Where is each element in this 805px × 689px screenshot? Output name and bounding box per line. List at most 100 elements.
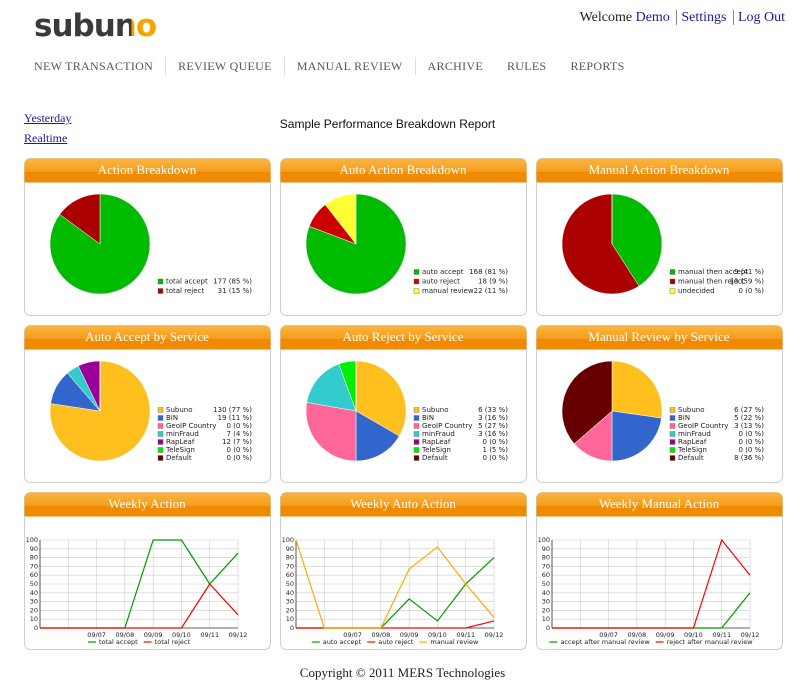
panel-header [280,339,527,350]
legend-value: 0 (0 %) [483,438,509,446]
legend-value: 5 (22 %) [734,414,764,422]
legend-value: 13 (59 %) [730,278,765,286]
settings-link[interactable]: Settings [676,10,727,25]
legend-label: total reject [155,638,191,646]
legend-swatch [413,415,420,421]
side-link[interactable]: Realtime [24,131,68,145]
y-tick-label: 10 [542,615,550,623]
legend-label: Subuno [678,406,704,414]
legend-label: TeleSign [677,446,707,454]
pie-slice [49,360,151,462]
legend-value: 3 (13 %) [734,422,764,430]
pie-slice [59,193,101,245]
legend-swatch [669,407,676,413]
legend-value: 22 (11 %) [474,287,509,295]
nav-item[interactable]: RULES [506,59,547,73]
x-tick-label: 09/07 [599,631,618,639]
user-bar: Welcome Demo Settings Log Out [580,10,785,26]
side-link[interactable]: Yesterday [24,111,72,125]
panel-frame [536,492,783,650]
y-tick-label: 100 [538,536,550,544]
y-tick-label: 60 [542,571,550,579]
panel-header [24,325,271,350]
y-tick-label: 40 [542,589,550,597]
legend-swatch [157,415,164,421]
nav-item[interactable]: NEW TRANSACTION [22,57,167,75]
panel-frame [24,325,271,483]
x-tick-label: 09/10 [684,631,703,639]
y-tick-label: 80 [286,554,294,562]
x-tick-label: 09/12 [485,631,504,639]
chart-title: Auto Accept by Service [85,329,209,344]
legend-swatch [413,278,420,285]
pie-slice [338,363,357,412]
chart-title: Action Breakdown [98,162,197,177]
legend-swatch [669,278,676,285]
panel-header [280,506,527,517]
legend-value: 177 (85 %) [213,278,252,286]
legend-label: manual review [422,287,474,295]
panel-header [280,158,527,183]
pie-slice [49,193,151,295]
pie-slice [67,365,101,412]
y-tick-label: 30 [30,598,38,606]
y-tick-label: 20 [542,606,550,614]
pie-slice [338,360,357,412]
pie-slice [355,410,400,462]
pie-slice [50,372,101,412]
legend-swatch [413,447,420,453]
legend-label: total reject [166,287,204,295]
x-tick-label: 09/08 [115,631,134,639]
legend-swatch [669,455,676,461]
panel-header [280,492,527,517]
chart-title: Manual Action Breakdown [589,162,730,177]
pie-slice [306,363,357,412]
x-tick-label: 09/08 [371,631,390,639]
nav-item[interactable]: REVIEW QUEUE [166,57,285,75]
y-tick-label: 50 [542,580,550,588]
y-tick-label: 70 [542,562,550,570]
legend-label: BIN [678,414,690,422]
chart-title: Auto Reject by Service [343,329,464,344]
legend-swatch [157,278,164,285]
legend-label: Default [422,454,448,462]
panel-header [280,325,527,350]
y-tick-label: 0 [34,624,38,632]
legend-swatch [669,288,676,294]
legend-value: 0 (0 %) [483,454,509,462]
nav-item[interactable]: REPORTS [570,59,625,73]
user-link[interactable]: Demo [635,10,670,25]
logo[interactable]: subuno [34,8,157,44]
pie-slice [574,410,613,444]
legend-value: 5 (27 %) [478,422,508,430]
x-tick-label: 09/10 [172,631,191,639]
legend-value: 7 (4 %) [227,430,253,438]
y-tick-label: 0 [290,624,294,632]
panel-header [24,506,271,517]
legend-value: 0 (0 %) [227,422,253,430]
pie-slice [574,410,613,444]
y-tick-label: 50 [30,580,38,588]
logout-link[interactable]: Log Out [732,10,785,25]
panel: Manual Review by Service Subuno 6 (27 %) BI… [536,325,783,483]
y-tick-label: 100 [282,536,294,544]
x-tick-label: 09/07 [343,631,362,639]
nav-item[interactable]: MANUAL REVIEW [285,57,416,75]
x-tick-label: 09/11 [456,631,475,639]
panel: Action Breakdown total accept 177 (85 %) to… [24,158,271,316]
line [296,557,495,629]
x-tick-label: 09/09 [656,631,675,639]
legend-label: RapLeaf [422,438,451,446]
x-tick-label: 09/12 [741,631,760,639]
panel-header [24,172,271,183]
legend-label: total accept [99,638,138,646]
legend-label: Subuno [166,406,192,414]
panel-frame [536,158,783,316]
y-tick-label: 60 [30,571,38,579]
panel-header [536,492,783,517]
legend-label: reject after manual review [667,638,754,646]
line [295,539,495,629]
legend-label: GeoIP Country [166,422,216,430]
nav-item[interactable]: ARCHIVE [427,59,483,73]
y-tick-label: 50 [286,580,294,588]
